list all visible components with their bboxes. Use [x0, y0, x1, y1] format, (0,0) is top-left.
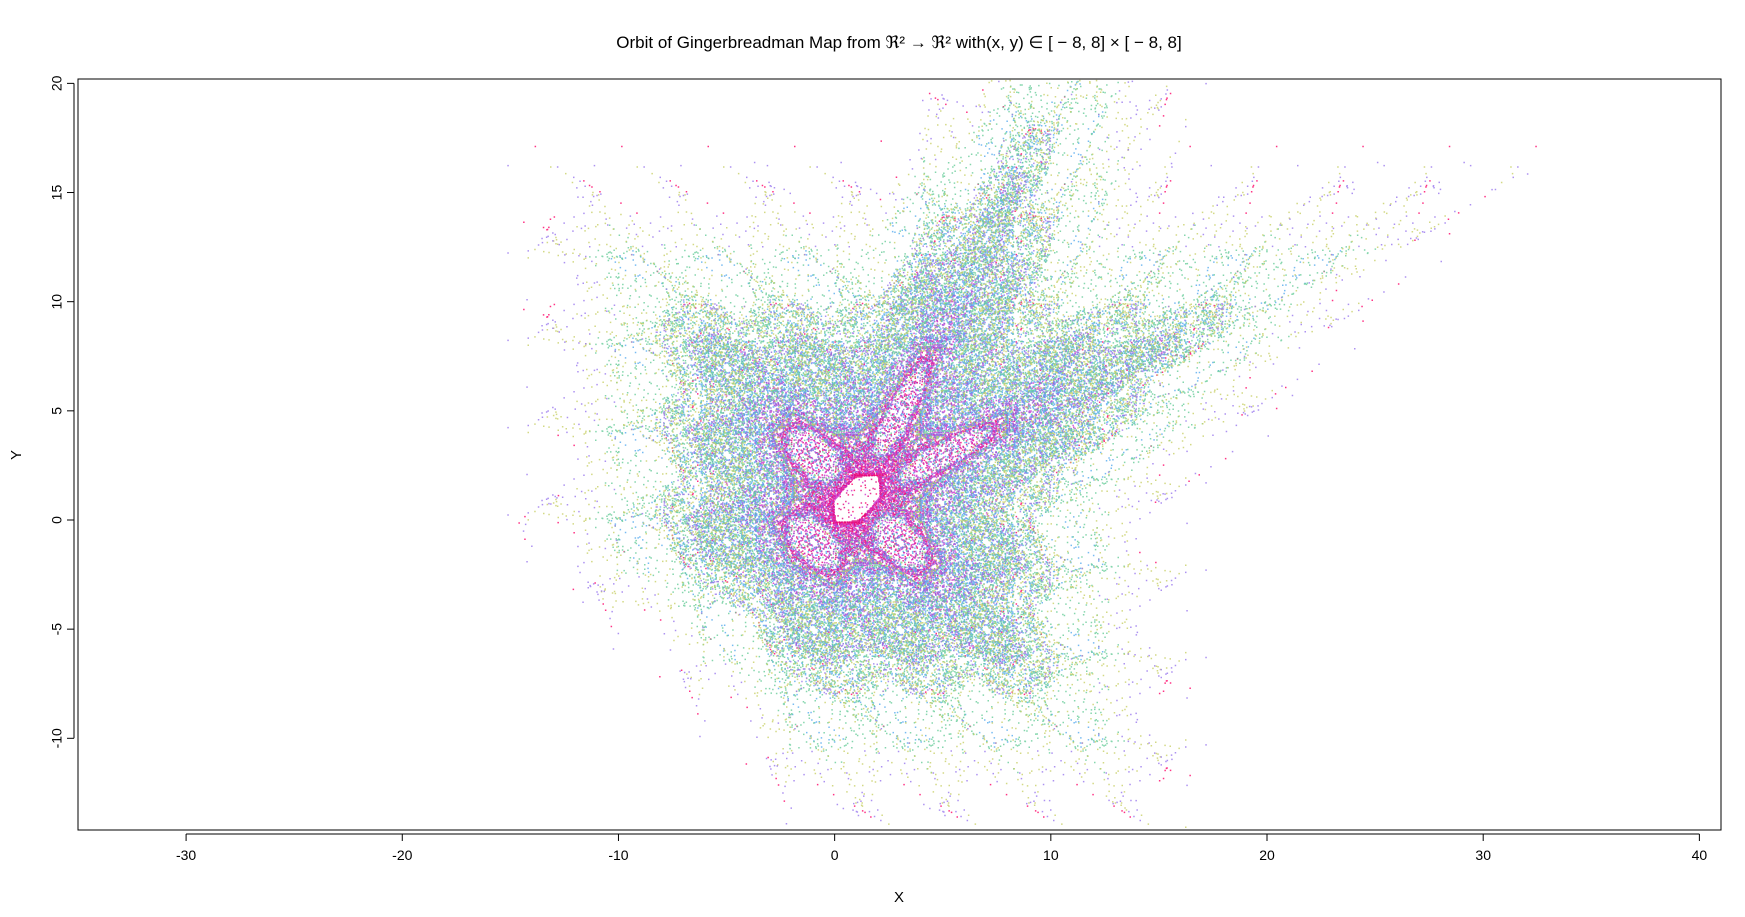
- orbit-point-series: [761, 313, 1039, 597]
- x-tick-label: -30: [176, 847, 196, 863]
- y-tick-label: -10: [49, 728, 65, 748]
- orbit-point-series: [589, 80, 1377, 774]
- x-tick-label: 20: [1259, 847, 1275, 863]
- x-axis-label: X: [894, 889, 904, 906]
- x-tick-label: -10: [608, 847, 628, 863]
- y-tick-label: 20: [49, 75, 65, 91]
- y-axis-label: Y: [8, 450, 25, 460]
- x-tick-label: -20: [392, 847, 412, 863]
- x-tick-label: 0: [831, 847, 839, 863]
- x-tick-label: 40: [1692, 847, 1708, 863]
- y-tick-label: 15: [49, 185, 65, 201]
- x-tick-label: 10: [1043, 847, 1059, 863]
- y-tick-label: 0: [49, 516, 65, 524]
- plot-frame: [77, 78, 1722, 831]
- x-tick-label: 30: [1475, 847, 1491, 863]
- orbit-point-series: [610, 81, 1342, 748]
- y-tick-label: 10: [49, 294, 65, 310]
- x-axis: -30 -20 -10 0 10 20 30 40: [176, 833, 1708, 863]
- y-axis: -10 -5 0 5 10 15 20: [49, 75, 75, 748]
- y-tick-label: -5: [49, 623, 65, 636]
- chart-title: Orbit of Gingerbreadman Map from ℜ² → ℜ²…: [616, 33, 1181, 52]
- y-tick-label: 5: [49, 407, 65, 415]
- orbit-point-series: [527, 79, 1514, 828]
- orbit-points: [507, 79, 1537, 828]
